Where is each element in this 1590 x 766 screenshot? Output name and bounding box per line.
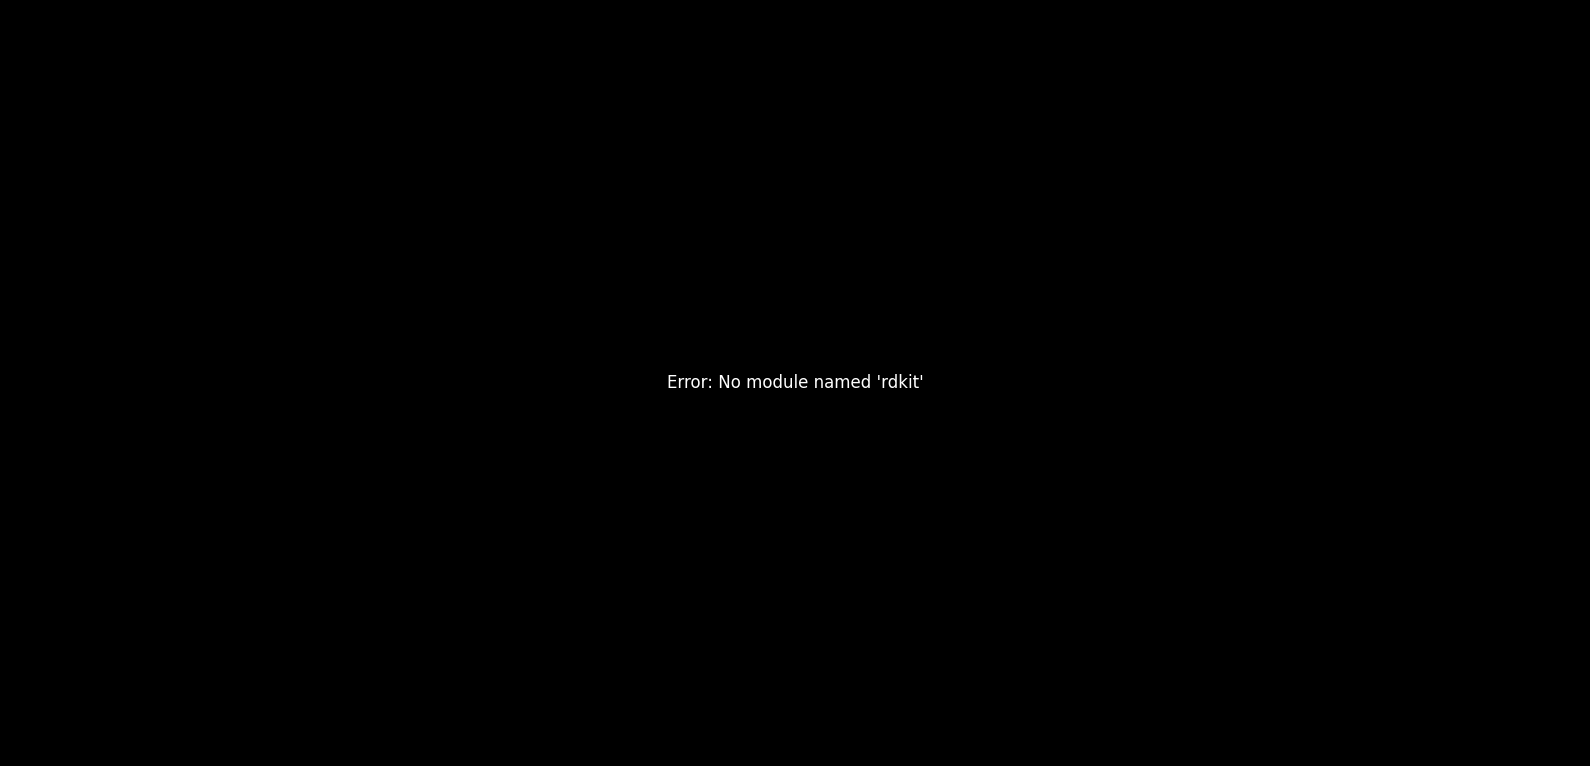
Text: Error: No module named 'rdkit': Error: No module named 'rdkit': [666, 374, 924, 392]
